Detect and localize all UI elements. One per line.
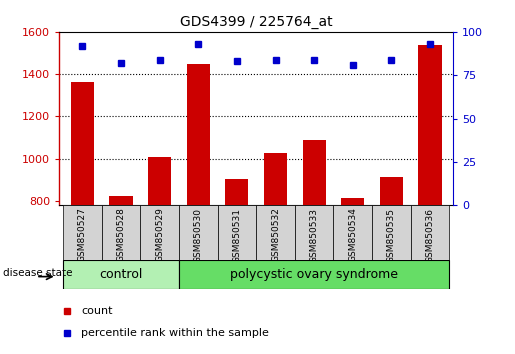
Bar [71, 81, 94, 205]
Bar [63, 260, 179, 289]
Bar [264, 154, 287, 205]
Text: GSM850531: GSM850531 [232, 207, 242, 263]
Bar [102, 205, 140, 260]
Bar [372, 205, 410, 260]
Bar [380, 177, 403, 205]
Text: disease state: disease state [3, 268, 72, 278]
Text: GSM850530: GSM850530 [194, 207, 203, 263]
Bar [148, 157, 171, 205]
Bar [302, 140, 325, 205]
Text: GSM850536: GSM850536 [425, 207, 435, 263]
Title: GDS4399 / 225764_at: GDS4399 / 225764_at [180, 16, 333, 29]
Text: GSM850532: GSM850532 [271, 207, 280, 262]
Bar [295, 205, 334, 260]
Bar [410, 205, 449, 260]
Text: percentile rank within the sample: percentile rank within the sample [81, 328, 269, 338]
Bar [140, 205, 179, 260]
Bar [179, 205, 217, 260]
Text: count: count [81, 306, 112, 316]
Text: polycystic ovary syndrome: polycystic ovary syndrome [230, 268, 398, 281]
Bar [217, 205, 256, 260]
Text: GSM850533: GSM850533 [310, 207, 319, 263]
Bar [109, 196, 132, 205]
Bar [418, 45, 441, 205]
Bar [186, 64, 210, 205]
Bar [341, 198, 364, 205]
Bar [226, 179, 248, 205]
Bar [256, 205, 295, 260]
Text: GSM850527: GSM850527 [78, 207, 87, 262]
Bar [179, 260, 449, 289]
Bar [63, 205, 102, 260]
Text: GSM850529: GSM850529 [155, 207, 164, 262]
Text: control: control [99, 268, 143, 281]
Text: GSM850534: GSM850534 [348, 207, 357, 262]
Text: GSM850528: GSM850528 [116, 207, 126, 262]
Text: GSM850535: GSM850535 [387, 207, 396, 263]
Bar [334, 205, 372, 260]
